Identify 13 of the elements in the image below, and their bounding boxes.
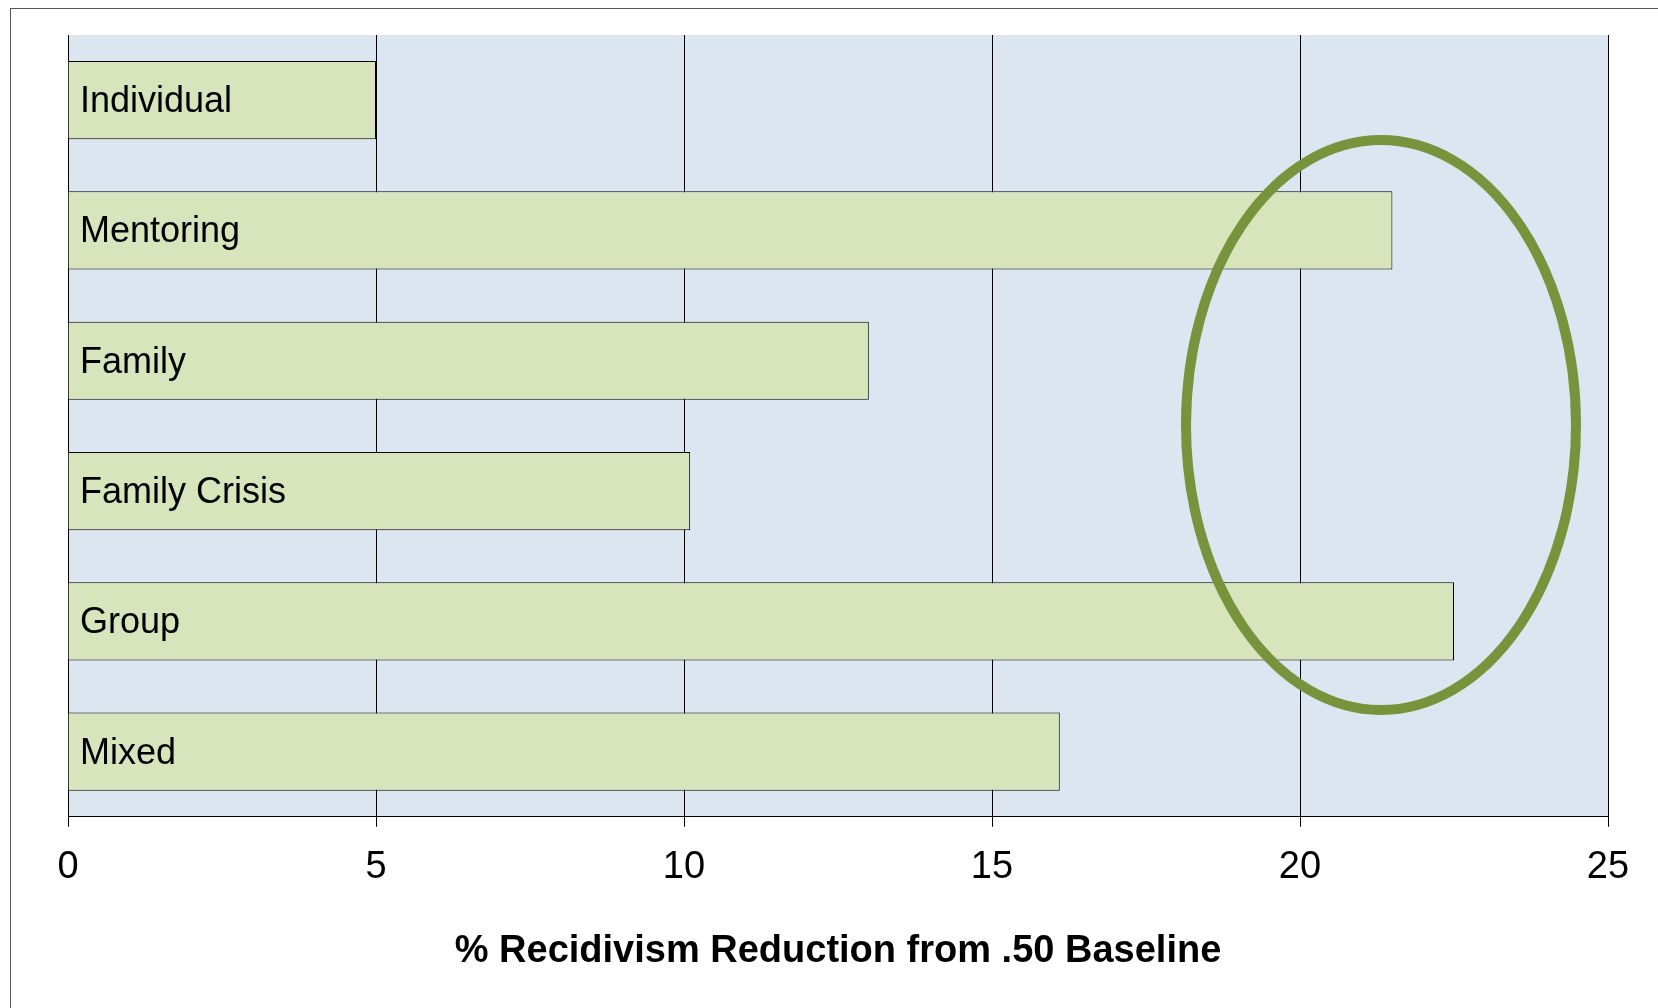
y-tick-label: Mentoring [80,209,241,251]
x-tick-label: 0 [57,844,79,887]
x-tick-label: 15 [970,844,1014,887]
x-axis-title: % Recidivism Reduction from .50 Baseline [454,927,1222,970]
x-tick-label: 10 [662,844,706,887]
y-tick-label: Individual [80,79,233,121]
y-tick-label: Mixed [80,730,177,772]
y-tick-label: Family Crisis [80,469,286,511]
y-tick-label: Family [80,339,186,381]
x-tick-label: 25 [1586,844,1630,887]
x-tick-label: 5 [365,844,387,887]
x-tick-label: 20 [1278,844,1322,887]
y-tick-label: Group [80,600,181,642]
